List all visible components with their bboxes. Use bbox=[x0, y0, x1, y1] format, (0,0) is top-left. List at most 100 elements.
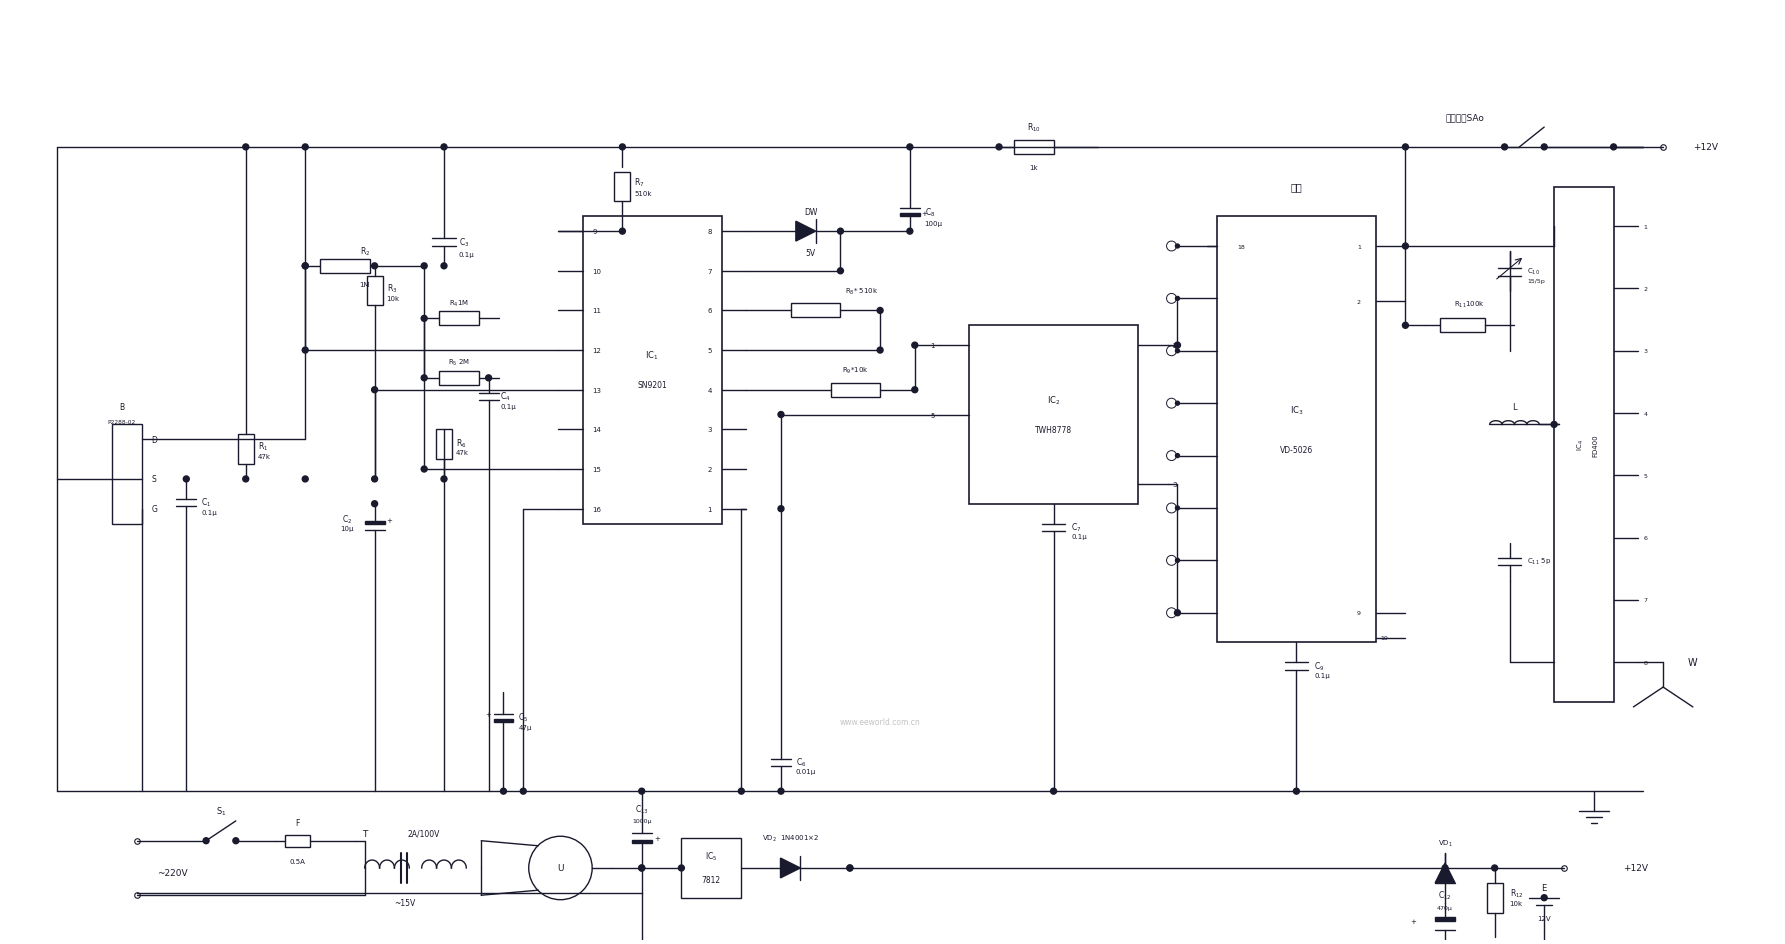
Bar bbox=[1487, 883, 1503, 913]
Bar bbox=[582, 217, 721, 524]
Text: DW: DW bbox=[803, 208, 818, 216]
Text: VD$_2$  1N4001×2: VD$_2$ 1N4001×2 bbox=[762, 834, 819, 843]
Text: 1: 1 bbox=[707, 506, 712, 513]
Bar bbox=[900, 214, 919, 217]
Text: R$_8$* 510k: R$_8$* 510k bbox=[846, 286, 878, 296]
Circle shape bbox=[1403, 323, 1408, 329]
Text: W: W bbox=[1689, 658, 1698, 667]
Text: 0.1µ: 0.1µ bbox=[1314, 672, 1330, 679]
Text: 2A/100V: 2A/100V bbox=[409, 829, 441, 838]
Circle shape bbox=[837, 268, 844, 275]
Circle shape bbox=[519, 788, 527, 794]
Text: R$_1$: R$_1$ bbox=[257, 441, 268, 453]
Text: 1: 1 bbox=[1644, 225, 1648, 229]
Text: C$_3$: C$_3$ bbox=[459, 237, 469, 249]
Text: VD-5026: VD-5026 bbox=[1280, 446, 1314, 454]
Text: 6: 6 bbox=[1644, 535, 1648, 541]
Text: SN9201: SN9201 bbox=[637, 380, 668, 390]
Circle shape bbox=[739, 788, 744, 794]
Circle shape bbox=[500, 788, 507, 794]
Circle shape bbox=[184, 477, 189, 482]
Text: 1: 1 bbox=[1357, 244, 1360, 249]
Text: R$_{12}$: R$_{12}$ bbox=[1510, 886, 1523, 899]
Bar bbox=[439, 312, 478, 326]
Bar bbox=[969, 326, 1137, 504]
Circle shape bbox=[639, 865, 644, 871]
Bar bbox=[237, 435, 253, 464]
Circle shape bbox=[1176, 349, 1180, 353]
Bar bbox=[1014, 141, 1053, 155]
Text: R$_5$ 2M: R$_5$ 2M bbox=[448, 358, 469, 367]
Text: C$_8$: C$_8$ bbox=[925, 206, 935, 218]
Text: 12: 12 bbox=[593, 347, 602, 354]
Text: +12V: +12V bbox=[1692, 143, 1717, 152]
Text: 10: 10 bbox=[593, 268, 602, 275]
Circle shape bbox=[1175, 610, 1180, 616]
Text: S$_1$: S$_1$ bbox=[216, 805, 227, 818]
Text: 5: 5 bbox=[930, 413, 935, 418]
Text: 5V: 5V bbox=[805, 249, 816, 258]
Text: 5: 5 bbox=[707, 347, 712, 354]
Circle shape bbox=[203, 838, 209, 844]
Text: 3: 3 bbox=[1644, 349, 1648, 354]
Circle shape bbox=[486, 376, 491, 381]
Text: R$_6$: R$_6$ bbox=[455, 436, 466, 449]
Text: www.eeworld.com.cn: www.eeworld.com.cn bbox=[839, 717, 921, 727]
Circle shape bbox=[837, 229, 844, 235]
Text: 10k: 10k bbox=[1510, 900, 1523, 905]
Text: 9: 9 bbox=[1357, 611, 1360, 615]
Bar bbox=[1555, 187, 1614, 702]
Bar bbox=[830, 383, 880, 397]
Text: 5: 5 bbox=[1644, 473, 1648, 479]
Circle shape bbox=[912, 387, 917, 394]
Text: 10µ: 10µ bbox=[341, 526, 353, 531]
Text: 0.01µ: 0.01µ bbox=[796, 768, 816, 774]
Text: ~15V: ~15V bbox=[394, 898, 414, 907]
Text: IC$_5$: IC$_5$ bbox=[705, 850, 718, 863]
Circle shape bbox=[302, 477, 309, 482]
Circle shape bbox=[243, 144, 248, 151]
Text: 12V: 12V bbox=[1537, 915, 1551, 920]
Circle shape bbox=[371, 263, 378, 270]
Text: R$_3$: R$_3$ bbox=[387, 282, 396, 295]
Text: IC$_2$: IC$_2$ bbox=[1046, 394, 1060, 407]
Text: C$_{13}$: C$_{13}$ bbox=[635, 802, 648, 815]
Text: IC$_4$: IC$_4$ bbox=[1576, 439, 1587, 450]
Circle shape bbox=[371, 501, 378, 507]
Circle shape bbox=[619, 229, 625, 235]
Text: D: D bbox=[152, 435, 157, 445]
Bar bbox=[1440, 319, 1485, 333]
Text: FD400: FD400 bbox=[1592, 433, 1599, 456]
Circle shape bbox=[302, 144, 309, 151]
Circle shape bbox=[907, 229, 912, 235]
Text: 16: 16 bbox=[593, 506, 602, 513]
Circle shape bbox=[441, 144, 446, 151]
Text: 2: 2 bbox=[1173, 343, 1176, 348]
Text: C$_1$: C$_1$ bbox=[202, 496, 211, 509]
Text: P2288-02: P2288-02 bbox=[107, 420, 136, 425]
Text: 编码: 编码 bbox=[1291, 182, 1303, 193]
Polygon shape bbox=[1435, 863, 1455, 883]
Text: IC$_1$: IC$_1$ bbox=[646, 349, 659, 362]
Text: R$_7$: R$_7$ bbox=[634, 177, 644, 189]
Text: 8: 8 bbox=[707, 228, 712, 235]
Text: 锁控开关SAo: 锁控开关SAo bbox=[1446, 113, 1485, 123]
Text: C$_2$: C$_2$ bbox=[341, 513, 352, 525]
Text: 4: 4 bbox=[1644, 412, 1648, 416]
Bar bbox=[1217, 217, 1376, 643]
Text: 10: 10 bbox=[1380, 635, 1389, 640]
Circle shape bbox=[619, 144, 625, 151]
Text: 2: 2 bbox=[1644, 287, 1648, 292]
Circle shape bbox=[1051, 788, 1057, 794]
Text: +12V: +12V bbox=[1624, 864, 1649, 872]
Text: L: L bbox=[1512, 403, 1517, 412]
Text: S: S bbox=[152, 475, 157, 484]
Bar bbox=[1435, 917, 1455, 920]
Text: T: T bbox=[362, 829, 368, 838]
Text: R$_2$: R$_2$ bbox=[359, 245, 369, 258]
Circle shape bbox=[1501, 144, 1508, 151]
Text: C$_4$: C$_4$ bbox=[500, 390, 511, 402]
Circle shape bbox=[243, 477, 248, 482]
Text: VD$_1$: VD$_1$ bbox=[1437, 838, 1453, 849]
Text: 11: 11 bbox=[593, 308, 602, 314]
